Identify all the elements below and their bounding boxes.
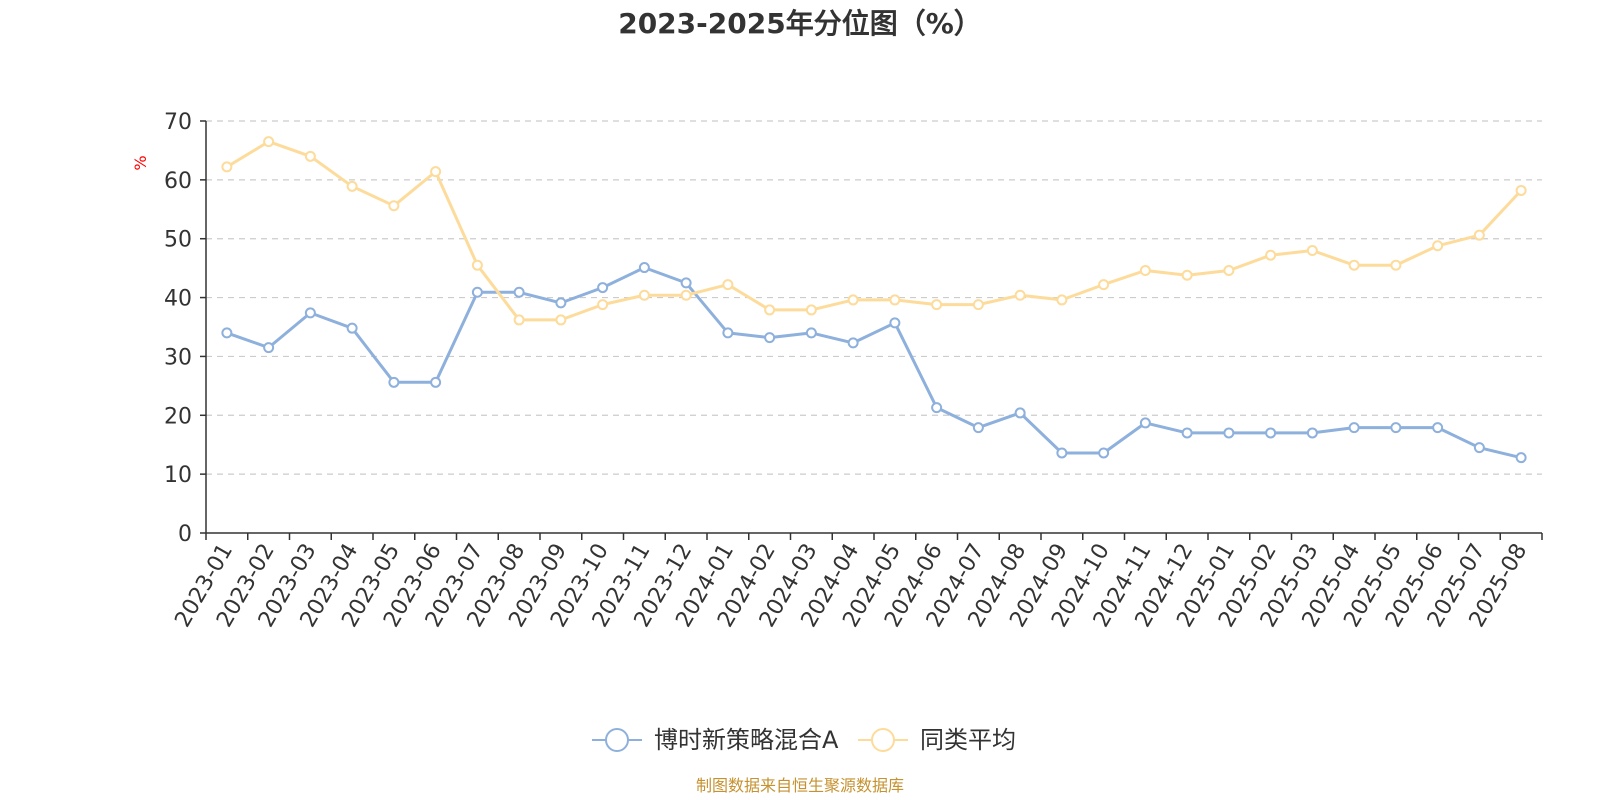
data-point[interactable]	[263, 342, 275, 354]
axis-layer: 0102030405060702023-012023-022023-032023…	[164, 110, 1543, 632]
data-point[interactable]	[1223, 264, 1235, 276]
legend-label: 博时新策略混合A	[654, 726, 839, 754]
data-point[interactable]	[722, 327, 734, 339]
grid-layer	[206, 120, 1542, 475]
data-point[interactable]	[1181, 269, 1193, 281]
data-point[interactable]	[471, 286, 483, 298]
data-point[interactable]	[847, 294, 859, 306]
data-point[interactable]	[1014, 289, 1026, 301]
data-point[interactable]	[1014, 407, 1026, 419]
data-point[interactable]	[972, 299, 984, 311]
data-point[interactable]	[680, 277, 692, 289]
data-point[interactable]	[471, 259, 483, 271]
series-line-0	[225, 266, 1523, 460]
data-point[interactable]	[889, 294, 901, 306]
data-point[interactable]	[221, 161, 233, 173]
data-point[interactable]	[1306, 427, 1318, 439]
y-tick-label: 60	[164, 169, 192, 194]
y-tick-label: 10	[164, 463, 192, 488]
legend-label: 同类平均	[920, 726, 1016, 754]
data-point[interactable]	[1056, 447, 1068, 459]
y-tick-label: 70	[164, 110, 192, 135]
legend[interactable]: 博时新策略混合A 同类平均	[592, 726, 1016, 754]
data-point[interactable]	[805, 327, 817, 339]
data-point[interactable]	[388, 376, 400, 388]
data-point[interactable]	[221, 327, 233, 339]
series-line-1	[225, 140, 1523, 322]
data-point[interactable]	[597, 299, 609, 311]
series-layer	[221, 136, 1527, 464]
data-point[interactable]	[1181, 427, 1193, 439]
data-point[interactable]	[304, 150, 316, 162]
legend-marker	[871, 728, 895, 752]
data-point[interactable]	[1139, 417, 1151, 429]
data-point[interactable]	[972, 422, 984, 434]
data-point[interactable]	[1432, 422, 1444, 434]
data-point[interactable]	[1056, 294, 1068, 306]
data-point[interactable]	[1390, 422, 1402, 434]
data-point[interactable]	[722, 279, 734, 291]
data-point[interactable]	[1473, 442, 1485, 454]
data-point[interactable]	[1306, 244, 1318, 256]
data-point[interactable]	[638, 262, 650, 274]
data-point[interactable]	[1473, 229, 1485, 241]
data-point[interactable]	[680, 289, 692, 301]
y-tick-label: 30	[164, 345, 192, 370]
data-point[interactable]	[346, 322, 358, 334]
data-point[interactable]	[1265, 249, 1277, 261]
y-axis-label: %	[131, 155, 150, 170]
data-point[interactable]	[1515, 452, 1527, 464]
data-point[interactable]	[805, 304, 817, 316]
data-point[interactable]	[430, 166, 442, 178]
chart-title: 2023-2025年分位图（%）	[618, 7, 982, 40]
data-point[interactable]	[1515, 184, 1527, 196]
data-point[interactable]	[430, 376, 442, 388]
data-point[interactable]	[931, 299, 943, 311]
y-tick-label: 0	[178, 522, 192, 547]
legend-marker	[605, 728, 629, 752]
data-point[interactable]	[847, 337, 859, 349]
data-point[interactable]	[1139, 264, 1151, 276]
data-point[interactable]	[346, 180, 358, 192]
data-point[interactable]	[597, 282, 609, 294]
data-point[interactable]	[889, 317, 901, 329]
data-point[interactable]	[1390, 259, 1402, 271]
data-point[interactable]	[388, 200, 400, 212]
legend-item-1[interactable]: 同类平均	[858, 726, 1016, 754]
data-point[interactable]	[1432, 240, 1444, 252]
data-point[interactable]	[1348, 422, 1360, 434]
data-point[interactable]	[513, 286, 525, 298]
source-note: 制图数据来自恒生聚源数据库	[695, 776, 904, 795]
data-point[interactable]	[304, 307, 316, 319]
data-point[interactable]	[555, 314, 567, 326]
data-point[interactable]	[931, 402, 943, 414]
legend-item-0[interactable]: 博时新策略混合A	[592, 726, 839, 754]
data-point[interactable]	[764, 332, 776, 344]
data-point[interactable]	[1098, 279, 1110, 291]
data-point[interactable]	[638, 289, 650, 301]
data-point[interactable]	[1223, 427, 1235, 439]
y-tick-label: 50	[164, 228, 192, 253]
data-point[interactable]	[513, 314, 525, 326]
data-point[interactable]	[1265, 427, 1277, 439]
data-point[interactable]	[764, 304, 776, 316]
y-tick-label: 40	[164, 287, 192, 312]
data-point[interactable]	[1098, 447, 1110, 459]
data-point[interactable]	[1348, 259, 1360, 271]
y-tick-label: 20	[164, 404, 192, 429]
data-point[interactable]	[555, 297, 567, 309]
data-point[interactable]	[263, 136, 275, 148]
